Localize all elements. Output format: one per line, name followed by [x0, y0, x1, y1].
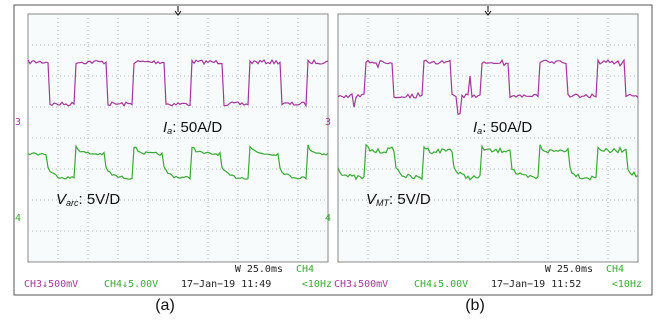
- ch4-setting: CH4↓5.00V: [414, 279, 468, 290]
- caption: (a): [155, 297, 175, 314]
- caption: (b): [465, 297, 485, 314]
- ch4-setting: CH4↓5.00V: [104, 279, 158, 290]
- channel-label: Ia: 50A/D: [163, 119, 222, 136]
- channel-label: Varc: 5V/D: [56, 191, 120, 208]
- channel-marker: 3: [325, 117, 331, 128]
- channel-marker: 3: [15, 117, 21, 128]
- channel-label: Ia: 50A/D: [473, 119, 532, 136]
- label-scale: : 50A/D: [482, 119, 532, 136]
- label-scale: : 5V/D: [389, 191, 431, 208]
- trigger: CH4: [296, 264, 314, 275]
- channel-marker: 4: [325, 213, 331, 224]
- datetime: 17−Jan−19 11:52: [491, 279, 581, 290]
- scope-panel: Ia: 50A/D Varc: 5V/D 3 4 W 25.0ms CH4 CH3↓500m…: [15, 6, 332, 290]
- channel-marker: 4: [15, 213, 21, 224]
- timebase: W 25.0ms: [235, 264, 283, 275]
- frequency: <10Hz: [612, 279, 642, 290]
- datetime: 17−Jan−19 11:49: [181, 279, 271, 290]
- ch3-setting: CH3↓500mV: [334, 279, 388, 290]
- figure: Ia: 50A/D Varc: 5V/D 3 4 W 25.0ms CH4 CH3↓500m…: [0, 0, 666, 321]
- channel-label: VMT: 5V/D: [366, 191, 431, 208]
- ch3-setting: CH3↓500mV: [24, 279, 78, 290]
- timebase: W 25.0ms: [545, 264, 593, 275]
- frequency: <10Hz: [302, 279, 332, 290]
- label-scale: : 5V/D: [79, 191, 121, 208]
- label-scale: : 50A/D: [172, 119, 222, 136]
- trigger: CH4: [606, 264, 624, 275]
- label-subscript: arc: [66, 198, 79, 208]
- scope-panel: Ia: 50A/D VMT: 5V/D 3 4 W 25.0ms CH4 CH3↓500mV…: [325, 6, 642, 290]
